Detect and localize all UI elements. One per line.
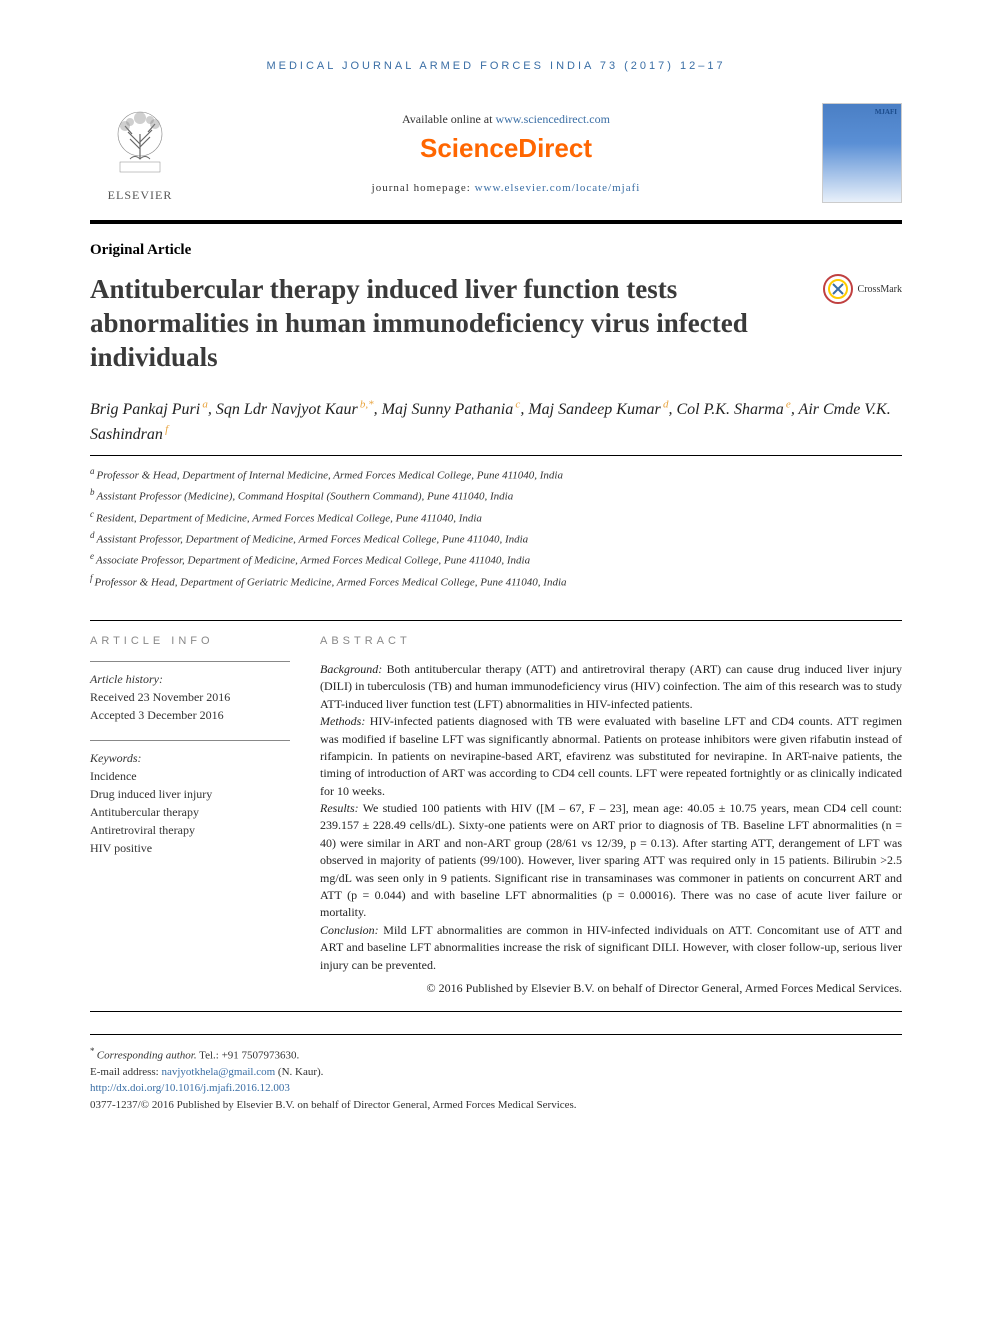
journal-homepage-link[interactable]: www.elsevier.com/locate/mjafi xyxy=(475,182,641,194)
author: Brig Pankaj Puri a xyxy=(90,401,208,418)
article-title: Antitubercular therapy induced liver fun… xyxy=(90,273,802,374)
abstract-text: Background: Both antitubercular therapy … xyxy=(320,661,902,997)
sciencedirect-link[interactable]: www.sciencedirect.com xyxy=(495,112,610,126)
affiliation: fProfessor & Head, Department of Geriatr… xyxy=(90,571,902,592)
methods-label: Methods: xyxy=(320,714,365,728)
abstract-column: ABSTRACT Background: Both antitubercular… xyxy=(320,621,902,1011)
results-text: We studied 100 patients with HIV ([M – 6… xyxy=(320,801,902,919)
results-label: Results: xyxy=(320,801,359,815)
author: Sqn Ldr Navjyot Kaur b,* xyxy=(216,401,374,418)
journal-cover-thumb xyxy=(822,103,902,203)
keyword: Antitubercular therapy xyxy=(90,803,290,821)
history-label: Article history: xyxy=(90,670,290,688)
concl-text: Mild LFT abnormalities are common in HIV… xyxy=(320,923,902,972)
keyword: Drug induced liver injury xyxy=(90,785,290,803)
article-info-head: ARTICLE INFO xyxy=(90,635,290,647)
accepted-date: Accepted 3 December 2016 xyxy=(90,706,290,724)
keywords-label: Keywords: xyxy=(90,749,290,767)
authors-list: Brig Pankaj Puri a, Sqn Ldr Navjyot Kaur… xyxy=(90,396,902,456)
keyword: Antiretroviral therapy xyxy=(90,821,290,839)
bg-label: Background: xyxy=(320,662,382,676)
author: Maj Sunny Pathania c xyxy=(382,401,521,418)
footer-block: * Corresponding author. Tel.: +91 750797… xyxy=(90,1034,902,1114)
doi-link[interactable]: http://dx.doi.org/10.1016/j.mjafi.2016.1… xyxy=(90,1082,290,1094)
author: Maj Sandeep Kumar d xyxy=(528,401,668,418)
abstract-copyright: © 2016 Published by Elsevier B.V. on beh… xyxy=(320,980,902,997)
keywords-block: Keywords: IncidenceDrug induced liver in… xyxy=(90,740,290,857)
crossmark-icon xyxy=(822,273,854,305)
elsevier-tree-icon xyxy=(100,104,180,184)
author: Col P.K. Sharma e xyxy=(676,401,790,418)
running-head: MEDICAL JOURNAL ARMED FORCES INDIA 73 (2… xyxy=(90,60,902,72)
corr-tel: Tel.: +91 7507973630. xyxy=(197,1049,300,1061)
available-text: Available online at www.sciencedirect.co… xyxy=(190,112,822,127)
affiliations-list: aProfessor & Head, Department of Interna… xyxy=(90,464,902,592)
elsevier-logo: ELSEVIER xyxy=(90,98,190,208)
affiliation: dAssistant Professor, Department of Medi… xyxy=(90,528,902,549)
concl-label: Conclusion: xyxy=(320,923,379,937)
bg-text: Both antitubercular therapy (ATT) and an… xyxy=(320,662,902,711)
keyword: Incidence xyxy=(90,767,290,785)
affiliation: bAssistant Professor (Medicine), Command… xyxy=(90,485,902,506)
affiliation: eAssociate Professor, Department of Medi… xyxy=(90,549,902,570)
journal-homepage: journal homepage: www.elsevier.com/locat… xyxy=(190,182,822,194)
email-label: E-mail address: xyxy=(90,1066,161,1078)
affiliation: cResident, Department of Medicine, Armed… xyxy=(90,507,902,528)
corr-author-label: Corresponding author. xyxy=(97,1049,197,1061)
available-prefix: Available online at xyxy=(402,112,495,126)
elsevier-text: ELSEVIER xyxy=(108,188,173,203)
affiliation: aProfessor & Head, Department of Interna… xyxy=(90,464,902,485)
abstract-head: ABSTRACT xyxy=(320,635,902,647)
issn-copyright: 0377-1237/© 2016 Published by Elsevier B… xyxy=(90,1097,902,1114)
methods-text: HIV-infected patients diagnosed with TB … xyxy=(320,714,902,798)
crossmark-badge[interactable]: CrossMark xyxy=(822,273,902,305)
email-suffix: (N. Kaur). xyxy=(275,1066,323,1078)
jhp-prefix: journal homepage: xyxy=(372,182,475,194)
article-type: Original Article xyxy=(90,242,902,259)
sciencedirect-logo: ScienceDirect xyxy=(190,133,822,164)
article-history: Article history: Received 23 November 20… xyxy=(90,661,290,724)
corr-email-link[interactable]: navjyotkhela@gmail.com xyxy=(161,1066,275,1078)
header-box: ELSEVIER Available online at www.science… xyxy=(90,90,902,224)
received-date: Received 23 November 2016 xyxy=(90,688,290,706)
corr-star: * xyxy=(90,1046,97,1056)
article-info-column: ARTICLE INFO Article history: Received 2… xyxy=(90,621,290,1011)
keyword: HIV positive xyxy=(90,839,290,857)
crossmark-label: CrossMark xyxy=(858,284,902,295)
